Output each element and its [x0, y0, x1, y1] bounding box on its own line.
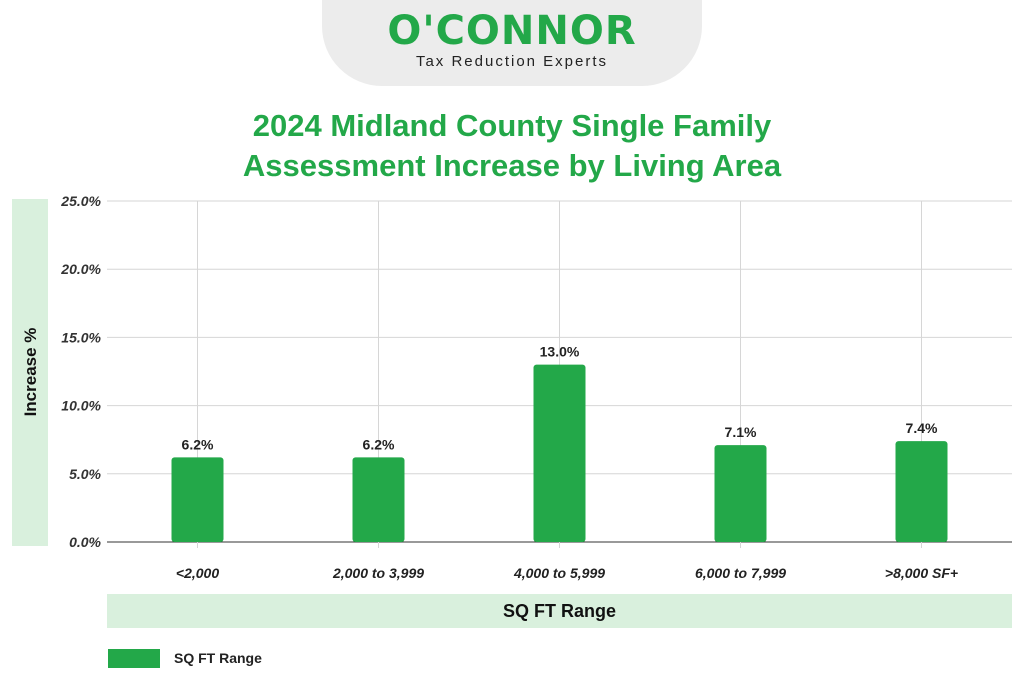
y-tick-label: 10.0% — [61, 398, 101, 414]
legend: SQ FT Range — [108, 648, 262, 668]
x-tick-label: 6,000 to 7,999 — [695, 565, 786, 581]
x-tick-label: 4,000 to 5,999 — [513, 565, 605, 581]
y-tick-label: 25.0% — [60, 193, 101, 209]
x-tick-label: <2,000 — [176, 565, 219, 581]
y-tick-label: 20.0% — [60, 261, 101, 277]
legend-label: SQ FT Range — [174, 650, 262, 666]
bar — [895, 441, 948, 542]
bar — [352, 457, 405, 542]
x-tick-label: 2,000 to 3,999 — [332, 565, 424, 581]
x-axis-label: SQ FT Range — [107, 594, 1012, 628]
y-axis-label-band — [12, 199, 48, 546]
legend-swatch — [108, 648, 160, 668]
y-tick-label: 5.0% — [69, 466, 101, 482]
chart-title: 2024 Midland County Single Family Assess… — [0, 106, 1024, 186]
x-tick-label: >8,000 SF+ — [885, 565, 958, 581]
bar-value-label: 7.4% — [906, 420, 938, 436]
chart-title-line-2: Assessment Increase by Living Area — [242, 148, 782, 183]
y-tick-label: 15.0% — [61, 329, 101, 345]
logo-banner: O'CONNOR Tax Reduction Experts — [322, 0, 702, 86]
bar-value-label: 13.0% — [540, 344, 580, 360]
bar — [171, 457, 224, 542]
y-tick-label: 0.0% — [69, 534, 101, 550]
bar — [533, 364, 586, 542]
bar-value-label: 6.2% — [363, 436, 395, 452]
bar-value-label: 6.2% — [182, 436, 214, 452]
bar-value-label: 7.1% — [725, 424, 757, 440]
bar — [714, 445, 767, 542]
chart-title-line-1: 2024 Midland County Single Family — [252, 108, 772, 143]
brand-tagline: Tax Reduction Experts — [415, 53, 609, 70]
brand-logo: O'CONNOR — [387, 8, 637, 54]
